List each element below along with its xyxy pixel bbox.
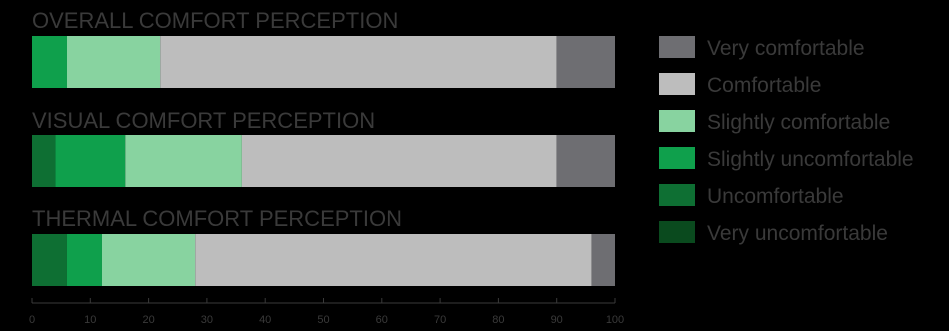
bar-segment-2-6	[556, 135, 615, 187]
x-tick-label-4: 40	[259, 314, 271, 326]
bar-segment-1-4	[66, 36, 161, 88]
bar-segment-1-5	[160, 36, 557, 88]
x-tick-label-10: 100	[606, 314, 624, 326]
legend-label-4: Slightly uncomfortable	[707, 148, 914, 171]
category-label-1: OVERALL COMFORT PERCEPTION	[32, 8, 398, 33]
category-labels: OVERALL COMFORT PERCEPTION VISUAL COMFORT…	[32, 8, 402, 231]
bar-segment-2-5	[241, 135, 557, 187]
bar-segment-3-6	[591, 234, 615, 286]
x-tick-label-8: 80	[492, 314, 504, 326]
category-label-3: THERMAL COMFORT PERCEPTION	[32, 206, 402, 231]
x-axis: 0 10 20 30 40 50 60 70 80 90 100	[29, 298, 624, 326]
bar-segment-3-5	[195, 234, 592, 286]
legend-label-5: Uncomfortable	[707, 185, 844, 208]
legend-label-3: Slightly comfortable	[707, 111, 890, 134]
legend-swatch-3	[659, 110, 695, 132]
bar-segment-3-3	[66, 234, 102, 286]
x-tick-label-1: 10	[84, 314, 96, 326]
legend-label-2: Comfortable	[707, 74, 821, 97]
legend-label-1: Very comfortable	[707, 37, 865, 60]
legend-label-6: Very uncomfortable	[707, 222, 888, 245]
legend-swatch-1	[659, 36, 695, 58]
bar-segment-1-6	[556, 36, 615, 88]
bars-layer	[32, 36, 615, 286]
x-tick-label-5: 50	[317, 314, 329, 326]
bar-segment-1-3	[32, 36, 67, 88]
legend-swatch-4	[659, 147, 695, 169]
bar-segment-2-3	[55, 135, 126, 187]
x-tick-label-2: 20	[142, 314, 154, 326]
bar-segment-3-4	[101, 234, 196, 286]
x-tick-label-7: 70	[434, 314, 446, 326]
legend: Very comfortable Comfortable Slightly comf…	[659, 36, 914, 245]
x-tick-label-3: 30	[201, 314, 213, 326]
x-tick-label-6: 60	[376, 314, 388, 326]
bar-segment-2-4	[125, 135, 242, 187]
legend-swatch-6	[659, 221, 695, 243]
bar-segment-3-2	[32, 234, 67, 286]
legend-swatch-2	[659, 73, 695, 95]
x-tick-label-9: 90	[551, 314, 563, 326]
x-tick-label-0: 0	[29, 314, 35, 326]
bar-segment-2-2	[32, 135, 56, 187]
legend-swatch-5	[659, 184, 695, 206]
category-label-2: VISUAL COMFORT PERCEPTION	[32, 108, 375, 133]
